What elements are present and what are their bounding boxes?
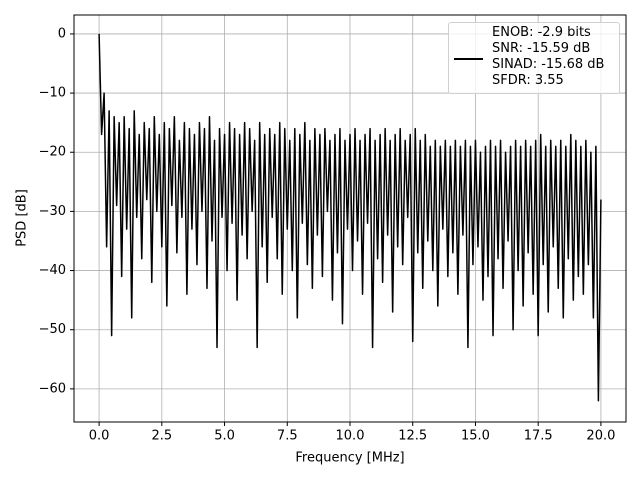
y-tick-label: −60 bbox=[39, 381, 66, 396]
x-tick-label: 12.5 bbox=[398, 429, 427, 444]
x-tick-label: 7.5 bbox=[277, 429, 298, 444]
y-axis-label: PSD [dB] bbox=[15, 189, 30, 247]
y-tick-label: −20 bbox=[39, 145, 66, 160]
x-tick-label: 17.5 bbox=[524, 429, 553, 444]
x-tick-label: 10.0 bbox=[336, 429, 365, 444]
x-tick-label: 2.5 bbox=[151, 429, 172, 444]
plot bbox=[98, 33, 602, 402]
y-tick-label: −30 bbox=[39, 204, 66, 219]
y-tick-label: 0 bbox=[58, 26, 66, 41]
y-tick-label: −40 bbox=[39, 263, 66, 278]
psd-line bbox=[98, 33, 602, 402]
legend: ENOB: -2.9 bits SNR: -15.59 dB SINAD: -1… bbox=[448, 22, 620, 94]
legend-swatch bbox=[454, 58, 483, 60]
x-tick-label: 0.0 bbox=[89, 429, 110, 444]
x-axis-label: Frequency [MHz] bbox=[295, 451, 404, 466]
y-tick-label: −10 bbox=[39, 86, 66, 101]
y-tick-label: −50 bbox=[39, 322, 66, 337]
x-tick-label: 15.0 bbox=[461, 429, 490, 444]
legend-label: ENOB: -2.9 bits SNR: -15.59 dB SINAD: -1… bbox=[492, 25, 605, 88]
x-tick-label: 20.0 bbox=[586, 429, 615, 444]
x-tick-label: 5.0 bbox=[214, 429, 235, 444]
